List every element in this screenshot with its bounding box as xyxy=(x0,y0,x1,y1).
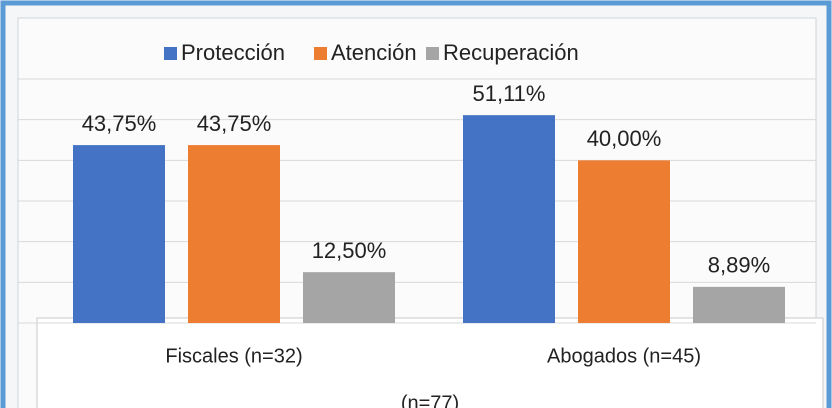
legend-swatch xyxy=(164,47,177,60)
bar xyxy=(463,115,555,323)
data-label: 51,11% xyxy=(473,81,546,106)
bar xyxy=(693,286,785,323)
legend-swatch xyxy=(426,47,439,60)
data-label: 12,50% xyxy=(312,238,387,263)
x-axis-label: (n=77) xyxy=(401,392,459,408)
bar xyxy=(188,145,280,323)
bar xyxy=(73,145,165,323)
legend-label: Atención xyxy=(331,40,417,65)
bar xyxy=(578,160,670,323)
legend-swatch xyxy=(314,47,327,60)
legend-label: Protección xyxy=(181,40,285,65)
data-label: 43,75% xyxy=(197,111,272,136)
x-tick-label: Abogados (n=45) xyxy=(547,345,701,367)
data-label: 40,00% xyxy=(587,126,662,151)
bar xyxy=(303,272,395,323)
legend-label: Recuperación xyxy=(443,40,579,65)
category-area xyxy=(36,317,824,408)
data-label: 43,75% xyxy=(82,111,157,136)
x-tick-label: Fiscales (n=32) xyxy=(165,345,302,367)
data-label: 8,89% xyxy=(708,253,770,278)
